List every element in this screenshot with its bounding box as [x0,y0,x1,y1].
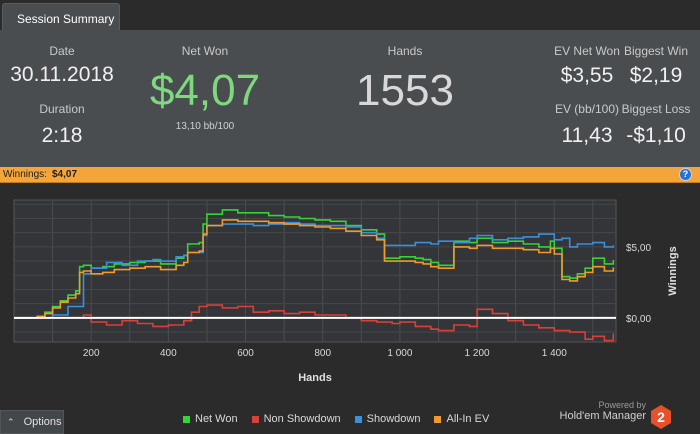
powered-by-text: Powered by [598,400,646,410]
x-tick-label: 800 [314,348,331,359]
y-axis-label: Winnings [667,246,679,295]
winnings-label: Winnings: [3,169,47,180]
biggest-loss-value: -$1,10 [626,124,686,147]
x-tick-label: 400 [160,348,177,359]
legend-swatch [251,415,259,423]
legend-item-showdown[interactable]: Showdown [354,413,421,425]
legend-item-all-in-ev[interactable]: All-In EV [434,413,489,425]
biggest-loss-label: Biggest Loss [621,102,691,116]
legend-label: Non Showdown [263,413,341,425]
winnings-chart: 200 400 600 800 1 000 1 200 1 400 $0,00 $5,00 Han… [0,184,700,404]
legend-item-net-won[interactable]: Net Won [183,413,238,425]
date-label: Date [49,44,75,58]
x-axis-label: Hands [298,372,332,384]
options-label: Options [23,416,62,428]
date-value: 30.11.2018 [10,63,114,86]
legend-label: Showdown [366,413,421,425]
ev-bb100-value: 11,43 [561,124,613,147]
series-line-non-showdown [14,304,615,342]
x-tick-label: 1 200 [465,348,490,359]
biggest-win-label: Biggest Win [623,44,689,58]
ev-bb100-label: EV (bb/100) [554,102,620,116]
brand-name: Hold'em Manager [559,410,646,422]
x-tick-label: 200 [83,348,100,359]
plot-area [13,199,617,343]
session-summary-panel: Date 30.11.2018 Duration 2:18 Net Won $4… [0,30,700,167]
chart-legend: Net Won Non Showdown Showdown All-In EV [183,413,489,425]
bb100-value: 13,10 bb/100 [175,121,235,132]
net-won-label: Net Won [181,44,229,58]
legend-item-non-showdown[interactable]: Non Showdown [251,413,341,425]
x-tick-label: 600 [237,348,254,359]
biggest-win-value: $2,19 [629,64,683,87]
duration-value: 2:18 [41,124,83,147]
series-line-all-in-ev [14,219,615,319]
legend-swatch [434,415,442,423]
hands-value: 1553 [356,66,454,115]
series-line-net-won [14,209,615,319]
hands-label: Hands [387,44,423,58]
winnings-value: $4,07 [52,169,78,180]
series-line-showdown [14,221,615,319]
footer: ⌃ Options Net Won Non Showdown Showdown … [0,400,700,434]
chevron-up-icon: ⌃ [7,417,15,427]
y-tick-label: $5,00 [626,243,651,254]
help-icon[interactable]: ? [679,168,692,181]
legend-swatch [183,415,190,423]
x-tick-label: 1 000 [387,348,412,359]
hem2-logo-icon: 2 [651,405,671,429]
ev-net-won-value: $3,55 [560,64,614,87]
x-tick-label: 1 400 [542,348,567,359]
winnings-chart-svg: 200 400 600 800 1 000 1 200 1 400 $0,00 $5,00 Han… [13,199,679,384]
tab-bar: Session Summary [0,0,700,31]
legend-label: All-In EV [446,413,490,425]
net-won-value: $4,07 [149,66,261,115]
duration-label: Duration [39,102,85,116]
brand-badge-text: 2 [657,409,665,425]
ev-net-won-label: EV Net Won [554,44,620,58]
legend-swatch [354,415,362,423]
y-tick-label: $0,00 [626,314,651,325]
options-button[interactable]: ⌃ Options [0,410,64,434]
tab-session-summary[interactable]: Session Summary [2,3,120,31]
legend-label: Net Won [195,413,238,425]
winnings-bar: Winnings: $4,07 ? [0,167,700,183]
